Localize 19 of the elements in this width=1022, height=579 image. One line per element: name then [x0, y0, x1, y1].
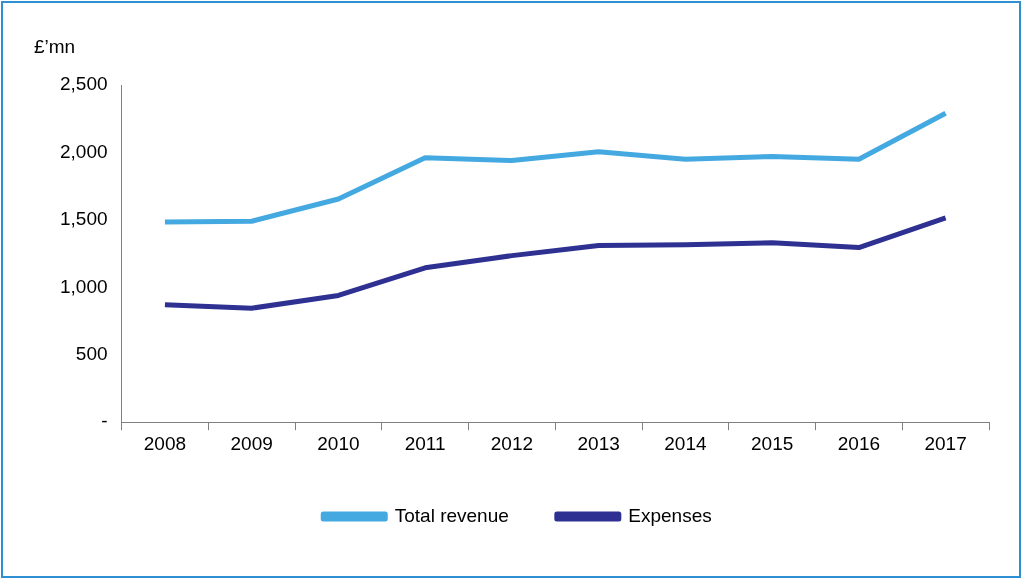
x-tick-label: 2017: [924, 432, 967, 454]
x-tick-label: 2012: [490, 432, 534, 454]
x-tick-label: 2011: [404, 432, 446, 454]
x-tick-label: 2016: [837, 432, 881, 454]
legend-label: Expenses: [628, 504, 712, 526]
legend-label: Total revenue: [394, 504, 509, 526]
y-tick-label: 1,500: [60, 208, 108, 230]
x-tick-label: 2015: [751, 432, 794, 454]
y-tick-label: 500: [75, 342, 108, 364]
y-tick-label: 1,000: [60, 275, 108, 297]
y-tick-label: -: [101, 410, 108, 432]
y-axis-title: £’mn: [34, 36, 76, 58]
y-tick-label: 2,500: [60, 73, 108, 95]
y-tick-label: 2,000: [60, 140, 108, 162]
x-tick-label: 2014: [664, 432, 707, 454]
x-tick-label: 2008: [143, 432, 187, 454]
x-tick-label: 2010: [317, 432, 360, 454]
x-tick-label: 2013: [577, 432, 620, 454]
x-tick-label: 2009: [230, 432, 273, 454]
